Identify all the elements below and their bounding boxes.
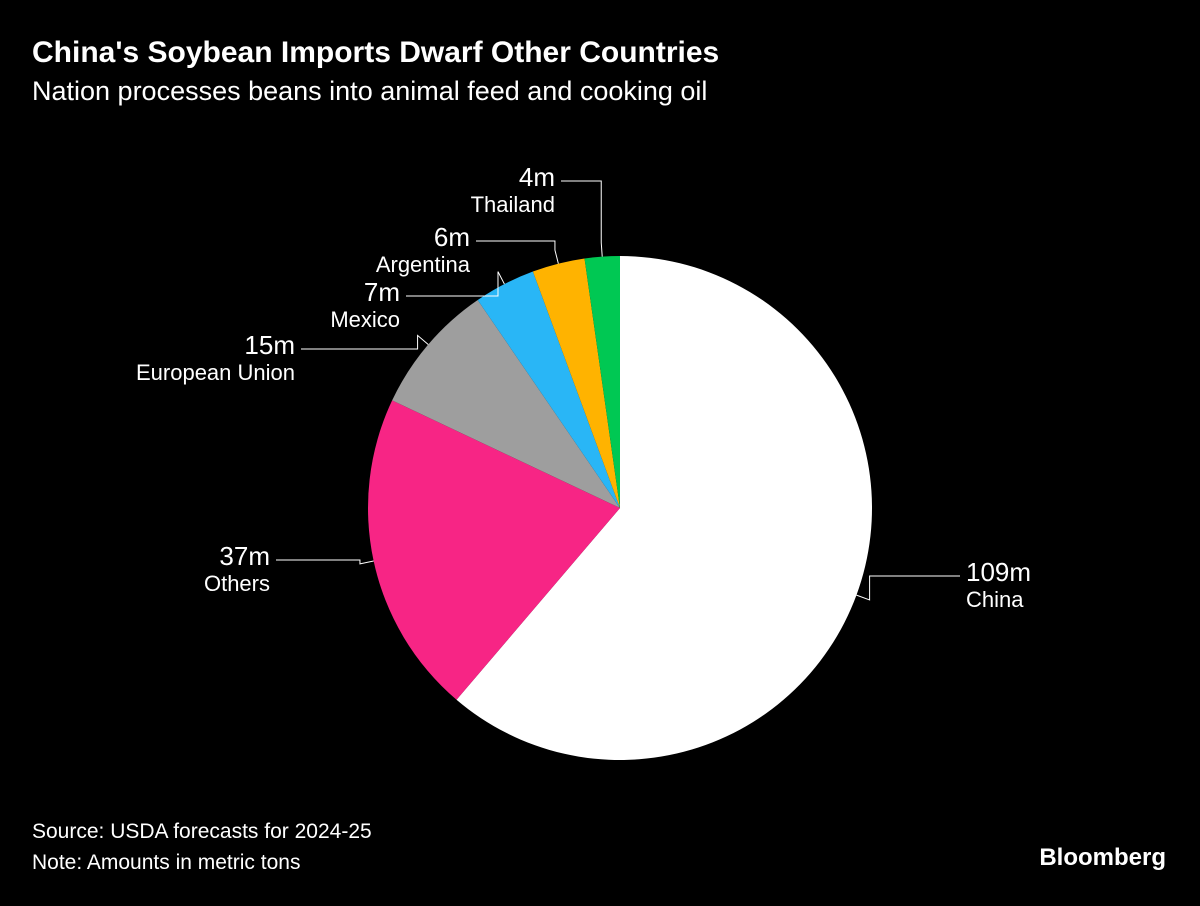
pie-slice-value: 37m xyxy=(204,542,270,571)
leader-line xyxy=(301,335,428,349)
pie-slice-value: 4m xyxy=(471,163,555,192)
pie-slice-name: Others xyxy=(204,571,270,596)
pie-chart xyxy=(0,0,1200,906)
brand-logo: Bloomberg xyxy=(1039,844,1166,872)
pie-slice-name: Mexico xyxy=(330,307,400,332)
source-text: Source: USDA forecasts for 2024-25 xyxy=(32,817,372,847)
pie-slice-name: European Union xyxy=(136,360,295,385)
leader-line xyxy=(856,576,960,600)
pie-slice-name: China xyxy=(966,587,1031,612)
pie-slice-label: 109mChina xyxy=(966,558,1031,612)
note-text: Note: Amounts in metric tons xyxy=(32,848,372,878)
pie-slice-label: 37mOthers xyxy=(204,542,270,596)
pie-slice-value: 109m xyxy=(966,558,1031,587)
pie-slice-label: 4mThailand xyxy=(471,163,555,217)
pie-slice-name: Argentina xyxy=(376,252,470,277)
pie-slice-value: 15m xyxy=(136,331,295,360)
pie-slice-value: 6m xyxy=(376,223,470,252)
pie-slice-label: 15mEuropean Union xyxy=(136,331,295,385)
leader-line xyxy=(476,241,558,264)
pie-slice-label: 6mArgentina xyxy=(376,223,470,277)
pie-slice-label: 7mMexico xyxy=(330,278,400,332)
pie-slice-value: 7m xyxy=(330,278,400,307)
chart-footer: Source: USDA forecasts for 2024-25 Note:… xyxy=(32,817,372,878)
leader-line xyxy=(276,560,374,564)
leader-line xyxy=(561,181,602,257)
pie-slice-name: Thailand xyxy=(471,192,555,217)
